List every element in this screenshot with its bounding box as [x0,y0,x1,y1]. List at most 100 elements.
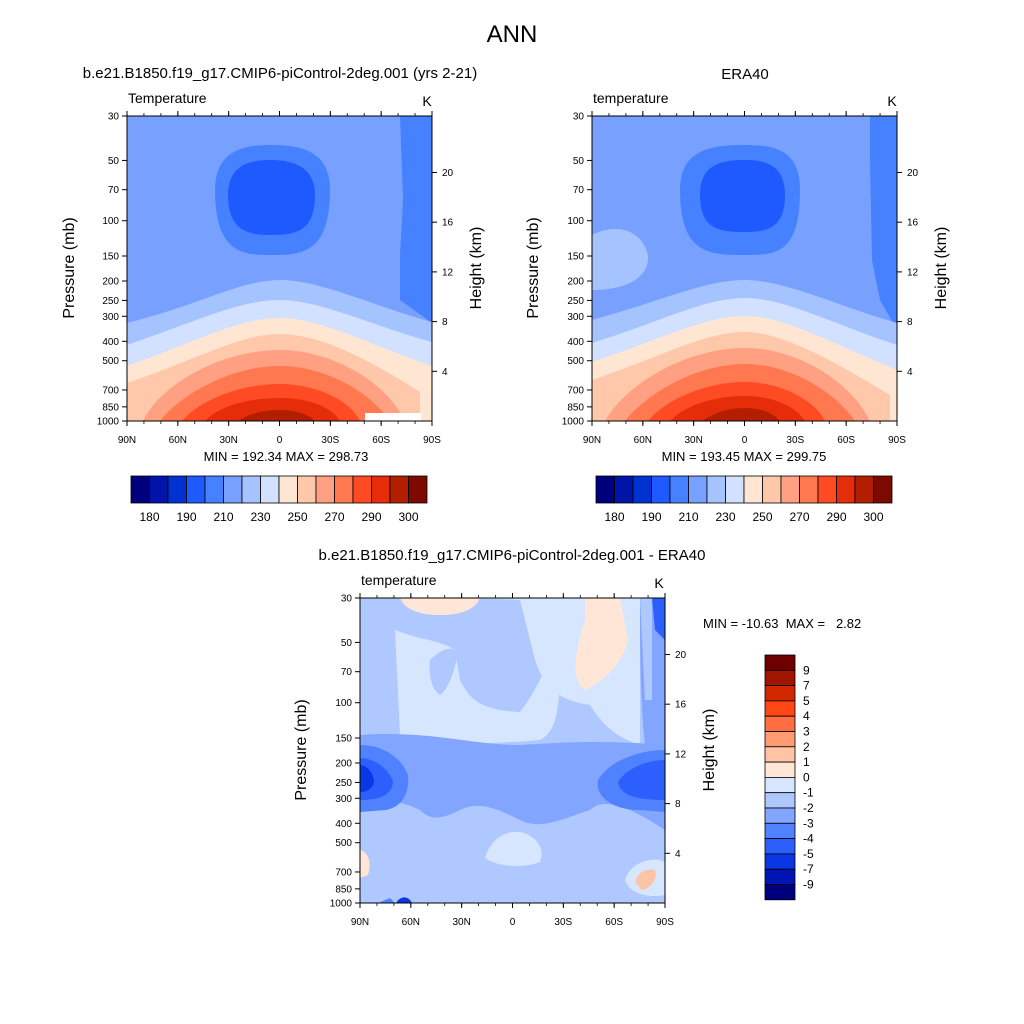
obs-panel: ERA40 temperature K 30507010015020025030… [525,66,950,524]
obs-y-tick-label: 100 [567,216,584,227]
obs-units-label: K [887,93,897,109]
model-colorbar-swatch [130,475,150,504]
diff-contour-field [360,598,665,903]
diff-y-right-axis-label: Height (km) [701,709,718,792]
model-colorbar-swatch [260,475,280,504]
diff-colorbar-swatch [764,792,796,809]
diff-colorbar-swatch [764,807,796,824]
diff-x-tick-label: 90S [656,917,674,928]
model-panel: b.e21.B1850.f19_g17.CMIP6-piControl-2deg… [61,65,485,524]
diff-colorbar-label: 1 [803,755,810,769]
model-x-tick-label: 60S [372,435,390,446]
diff-min-max-text: MIN = -10.63 MAX = 2.82 [703,616,861,631]
model-x-tick-label: 30N [219,435,237,446]
diff-colorbar-label: -5 [803,847,814,861]
obs-colorbar-swatch [632,475,652,504]
model-colorbar-label: 180 [139,510,159,524]
obs-colorbar: 180 190 210 230 250 270 290 300 [595,475,893,524]
obs-y-tick-label: 850 [567,402,584,413]
model-x-tick-label: 0 [277,435,283,446]
obs-colorbar-swatch [836,475,856,504]
model-min-max-text: MIN = 192.34 MAX = 298.73 [204,449,369,464]
page-title: ANN [487,21,538,48]
obs-y-right-tick-label: 8 [907,317,913,328]
model-colorbar-swatch [167,475,187,504]
obs-contour-field [592,116,897,421]
model-x-tick-label: 90N [118,435,136,446]
obs-x-tick-label: 90N [583,435,601,446]
obs-colorbar-swatch [669,475,689,504]
obs-y-tick-label: 250 [567,296,584,307]
diff-x-tick-label: 30N [452,917,470,928]
diff-panel: b.e21.B1850.f19_g17.CMIP6-piControl-2deg… [293,547,861,928]
model-y-tick-label: 100 [102,216,119,227]
diff-x-axis: 90N 60N 30N 0 30S 60S 90S [351,593,674,928]
model-y-right-tick-label: 4 [442,367,448,378]
obs-colorbar-swatch [651,475,671,504]
diff-y-tick-label: 50 [341,638,353,649]
diff-colorbar-label: 9 [803,663,810,677]
obs-x-tick-label: 90S [888,435,906,446]
obs-x-tick-label: 30S [786,435,804,446]
model-colorbar-swatch [204,475,224,504]
obs-y-right-axis-label: Height (km) [933,227,950,310]
model-y-tick-label: 300 [102,312,119,323]
model-colorbar-swatch [297,475,317,504]
diff-colorbar-swatch [764,685,796,702]
diff-y-right-axis: 20 16 12 8 4 [665,650,687,860]
model-y-tick-label: 700 [102,385,119,396]
obs-colorbar-label: 250 [752,510,772,524]
diff-colorbar-label: 2 [803,740,810,754]
diff-colorbar-label: 0 [803,770,810,784]
diff-y-axis-label: Pressure (mb) [293,699,310,800]
obs-y-right-tick-label: 4 [907,367,913,378]
diff-colorbar-label: -7 [803,862,814,876]
obs-colorbar-swatch [725,475,745,504]
model-colorbar-swatch [223,475,243,504]
model-units-label: K [422,93,432,109]
obs-y-tick-label: 70 [573,185,585,196]
diff-y-tick-label: 500 [335,838,352,849]
diff-colorbar-label: -2 [803,801,814,815]
model-colorbar-swatch [352,475,372,504]
diff-y-right-tick-label: 8 [675,799,681,810]
model-y-tick-label: 500 [102,356,119,367]
obs-y-tick-label: 200 [567,277,584,288]
obs-colorbar-label: 270 [789,510,809,524]
obs-colorbar-label: 190 [641,510,661,524]
diff-colorbar-swatch [764,853,796,870]
obs-x-tick-label: 60S [837,435,855,446]
diff-y-tick-label: 100 [335,698,352,709]
diff-colorbar-label: -3 [803,816,814,830]
diff-colorbar-swatch [764,731,796,748]
obs-x-axis: 90N 60N 30N 0 30S 60S 90S [583,111,906,446]
obs-x-tick-label: 60N [634,435,652,446]
diff-colorbar-swatch [764,838,796,855]
obs-x-tick-label: 30N [684,435,702,446]
model-y-tick-label: 1000 [97,417,120,428]
obs-y-right-tick-label: 16 [907,218,919,229]
diff-x-tick-label: 60N [402,917,420,928]
model-colorbar-label: 250 [287,510,307,524]
model-y-right-axis-label: Height (km) [468,227,485,310]
model-colorbar-swatch [278,475,298,504]
obs-colorbar-swatch [854,475,874,504]
diff-colorbar-swatch [764,700,796,717]
model-colorbar-label: 270 [324,510,344,524]
obs-colorbar-label: 300 [863,510,883,524]
obs-colorbar-swatch [799,475,819,504]
obs-colorbar-swatch [762,475,782,504]
obs-y-tick-label: 400 [567,337,584,348]
obs-colorbar-swatch [688,475,708,504]
obs-colorbar-swatch [743,475,763,504]
obs-x-tick-label: 0 [742,435,748,446]
diff-y-right-tick-label: 16 [675,700,687,711]
model-colorbar-swatch [315,475,335,504]
obs-y-right-axis: 20 16 12 8 4 [897,168,919,378]
model-colorbar-swatch [334,475,354,504]
diff-colorbar-label: 7 [803,679,810,693]
model-y-right-tick-label: 8 [442,317,448,328]
model-y-tick-label: 850 [102,402,119,413]
diff-colorbar-label: 5 [803,694,810,708]
